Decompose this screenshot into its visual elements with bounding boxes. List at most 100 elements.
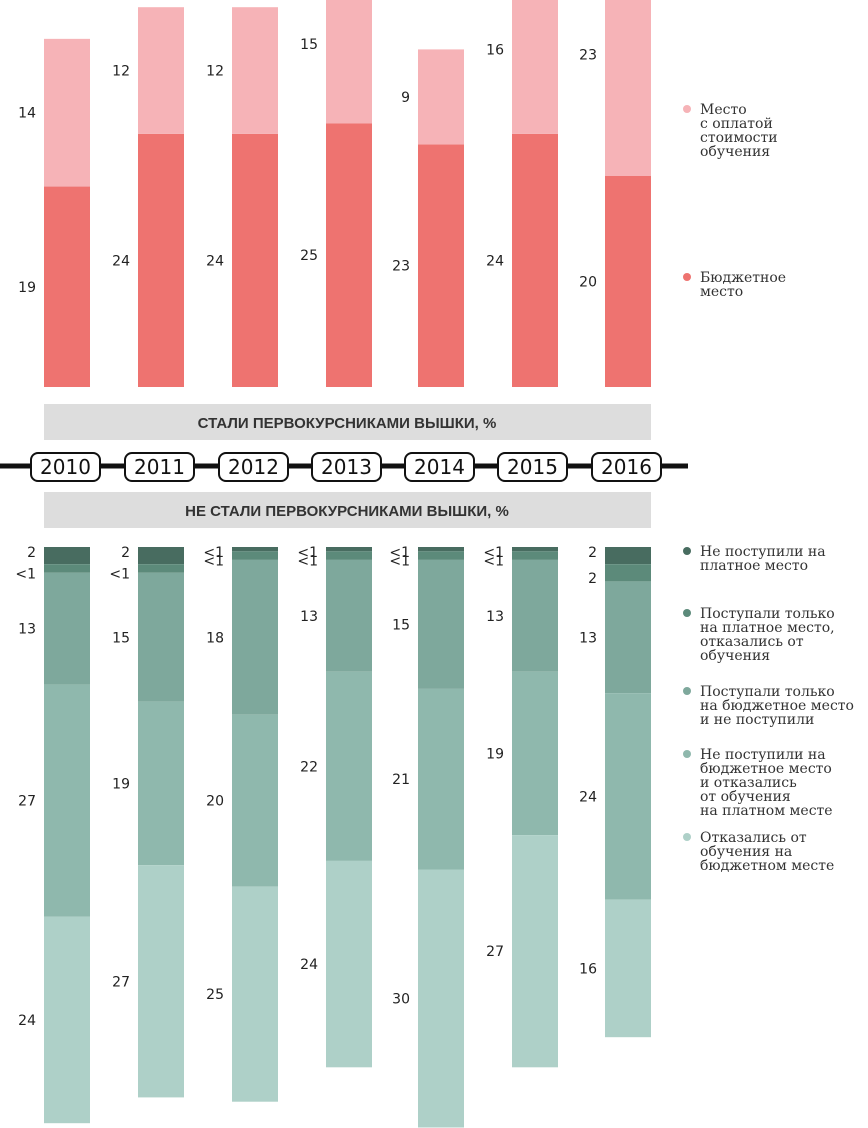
legend-label-bottom-4: Отказались от обучения на бюджетном месте [700, 830, 834, 874]
bottom-bar-2011-paid-only-declined [138, 564, 184, 573]
bottom-value-label-2012-budget-failed-declined-paid: 20 [206, 794, 224, 810]
year-label-2015: 2015 [507, 455, 558, 479]
bottom-value-label-2011-budget-failed-declined-paid: 19 [112, 777, 130, 793]
bottom-value-label-2012-not-admitted-paid: <1 [203, 545, 224, 561]
bottom-value-label-2013-paid-only-declined: <1 [297, 554, 318, 570]
bottom-bar-2013-declined-budget [326, 860, 372, 1068]
top-bar-2010-paid [44, 38, 90, 187]
top-bar-2014-paid [418, 49, 464, 145]
bottom-chart-legend: Не поступили на платное место Поступали то… [683, 544, 854, 874]
bottom-value-label-2015-paid-only-declined: <1 [483, 554, 504, 570]
legend-label-bottom-2: Поступали только на бюджетное место и не п… [700, 684, 854, 728]
top-bar-2012-paid [232, 7, 278, 134]
year-box-2014 [404, 452, 475, 482]
bottom-value-label-2015-budget-only-not-admitted: 13 [486, 609, 504, 625]
bottom-value-label-2013-budget-failed-declined-paid: 22 [300, 759, 318, 775]
bottom-chart-bars: 2<11327242<1151927<1<1182025<1<1132224<1… [15, 545, 651, 1128]
bottom-bar-2014-not-admitted-paid [418, 547, 464, 552]
bottom-bar-2012-paid-only-declined [232, 551, 278, 560]
bottom-bar-2015-not-admitted-paid [512, 547, 558, 552]
year-box-2011 [124, 452, 195, 482]
top-value-label-2012-paid: 12 [206, 64, 224, 80]
year-box-2010 [30, 452, 101, 482]
top-value-label-2010-budget: 19 [18, 280, 36, 296]
bottom-value-label-2010-not-admitted-paid: 2 [27, 545, 36, 561]
year-box-2012 [218, 452, 289, 482]
bottom-bar-2014-paid-only-declined [418, 551, 464, 560]
bottom-bar-2016-not-admitted-paid [605, 547, 651, 565]
bottom-value-label-2015-declined-budget: 27 [486, 944, 504, 960]
bottom-value-label-2012-paid-only-declined: <1 [203, 554, 224, 570]
bottom-value-label-2011-budget-only-not-admitted: 15 [112, 630, 130, 646]
top-bar-2013-budget [326, 123, 372, 387]
bottom-bar-2014-budget-only-not-admitted [418, 559, 464, 689]
bottom-bar-2013-budget-failed-declined-paid [326, 671, 372, 861]
bottom-value-label-2016-declined-budget: 16 [579, 961, 597, 977]
bottom-bar-2011-declined-budget [138, 865, 184, 1098]
top-value-label-2015-budget: 24 [486, 253, 504, 269]
bottom-value-label-2011-not-admitted-paid: 2 [121, 545, 130, 561]
legend-label-bottom-3: Не поступили на бюджетное место и отказали… [700, 747, 833, 819]
bottom-bar-2011-not-admitted-paid [138, 547, 184, 565]
top-value-label-2016-budget: 20 [579, 275, 597, 291]
year-label-2011: 2011 [134, 455, 185, 479]
legend-marker-top-0 [683, 105, 691, 113]
top-value-label-2016-paid: 23 [579, 48, 597, 64]
year-box-2015 [497, 452, 568, 482]
top-value-label-2013-paid: 15 [300, 37, 318, 53]
bottom-bar-2012-budget-only-not-admitted [232, 559, 278, 715]
bottom-value-label-2013-not-admitted-paid: <1 [297, 545, 318, 561]
year-label-2010: 2010 [40, 455, 91, 479]
bottom-value-label-2014-paid-only-declined: <1 [389, 554, 410, 570]
top-value-label-2011-paid: 12 [112, 64, 130, 80]
top-value-label-2011-budget: 24 [112, 253, 130, 269]
bottom-bar-2012-not-admitted-paid [232, 547, 278, 552]
bottom-value-label-2011-paid-only-declined: <1 [109, 567, 130, 583]
bottom-value-label-2013-declined-budget: 24 [300, 957, 318, 973]
bottom-value-label-2016-budget-failed-declined-paid: 24 [579, 789, 597, 805]
bottom-bar-2010-declined-budget [44, 916, 90, 1124]
legend-marker-bottom-3 [683, 750, 691, 758]
bottom-value-label-2014-declined-budget: 30 [392, 992, 410, 1008]
bottom-value-label-2012-declined-budget: 25 [206, 987, 224, 1003]
legend-label-bottom-1: Поступали только на платное место, отказал… [700, 606, 835, 664]
legend-marker-bottom-2 [683, 687, 691, 695]
top-bar-2016-paid [605, 0, 651, 176]
year-label-2013: 2013 [321, 455, 372, 479]
legend-marker-bottom-4 [683, 833, 691, 841]
bottom-bar-2015-budget-failed-declined-paid [512, 671, 558, 836]
top-bar-2015-budget [512, 133, 558, 387]
year-box-2016 [591, 452, 662, 482]
top-chart-bars: 19 14 24 12 24 12 25 15 23 9 24 16 20 23 [18, 0, 651, 387]
bottom-bar-2016-declined-budget [605, 899, 651, 1038]
bottom-bar-2016-budget-failed-declined-paid [605, 693, 651, 900]
bottom-bar-2011-budget-failed-declined-paid [138, 701, 184, 866]
bottom-bar-2011-budget-only-not-admitted [138, 572, 184, 702]
top-bar-2011-budget [138, 133, 184, 387]
bottom-bar-2013-not-admitted-paid [326, 547, 372, 552]
legend-label-top-0: Место с оплатой стоимости обучения [700, 102, 778, 160]
year-label-2014: 2014 [414, 455, 465, 479]
top-bar-2013-paid [326, 0, 372, 124]
year-timeline: 2010 2011 2012 2013 2014 2015 2016 [0, 452, 688, 482]
bottom-bar-2013-paid-only-declined [326, 551, 372, 560]
bottom-value-label-2010-declined-budget: 24 [18, 1013, 36, 1029]
bottom-bar-2014-budget-failed-declined-paid [418, 688, 464, 870]
top-bar-2012-budget [232, 133, 278, 387]
bottom-value-label-2010-paid-only-declined: <1 [15, 567, 36, 583]
bottom-value-label-2010-budget-failed-declined-paid: 27 [18, 794, 36, 810]
bottom-bar-2016-paid-only-declined [605, 564, 651, 582]
legend-label-top-1: Бюджетное место [700, 270, 786, 300]
bottom-chart-title: НЕ СТАЛИ ПЕРВОКУРСНИКАМИ ВЫШКИ, % [185, 503, 509, 520]
bottom-bar-2015-declined-budget [512, 835, 558, 1068]
top-value-label-2010-paid: 14 [18, 106, 36, 122]
bottom-value-label-2016-paid-only-declined: 2 [588, 571, 597, 587]
top-value-label-2014-paid: 9 [401, 90, 410, 106]
bottom-value-label-2015-not-admitted-paid: <1 [483, 545, 504, 561]
year-label-2012: 2012 [228, 455, 279, 479]
bottom-bar-2012-declined-budget [232, 886, 278, 1102]
top-chart-title: СТАЛИ ПЕРВОКУРСНИКАМИ ВЫШКИ, % [198, 415, 497, 432]
top-bar-2016-budget [605, 176, 651, 387]
top-value-label-2015-paid: 16 [486, 42, 504, 58]
